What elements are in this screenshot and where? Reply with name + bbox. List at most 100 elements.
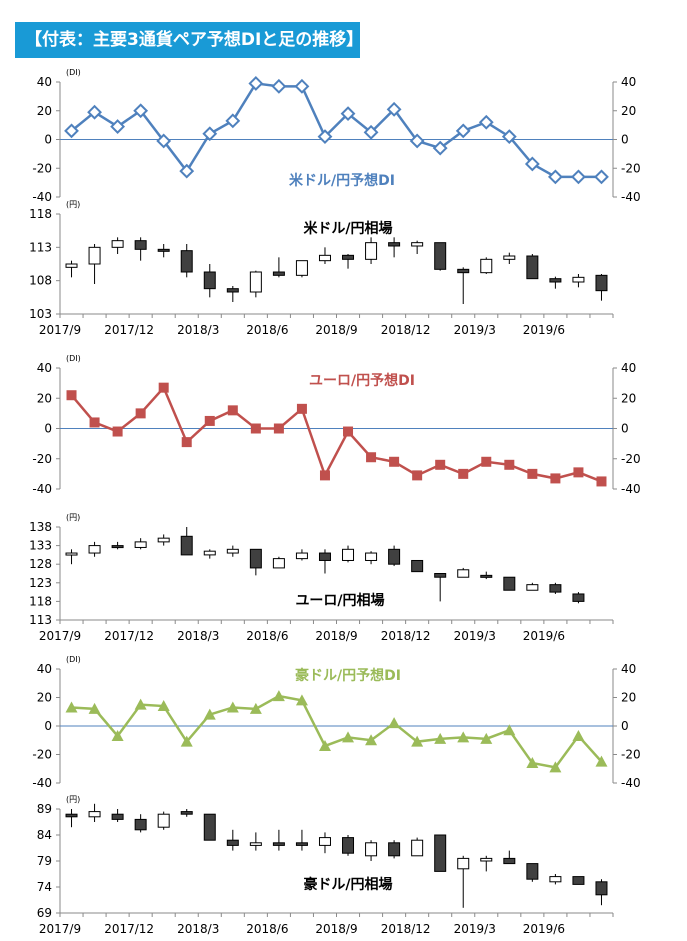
candle-body	[480, 258, 493, 274]
y-unit-label: (DI)	[66, 354, 81, 363]
candle-body	[572, 276, 585, 283]
y-tick-label-right: 40	[621, 361, 636, 375]
data-point	[366, 452, 377, 463]
candle-body	[595, 274, 608, 292]
candle-body	[503, 255, 516, 260]
x-tick-label: 2018/3	[177, 922, 219, 936]
candle-body	[388, 548, 401, 565]
chart-title: 豪ドル/円予想DI	[295, 667, 401, 684]
data-point	[204, 415, 215, 426]
x-tick-label: 2017/9	[39, 323, 81, 337]
x-tick-label: 2018/12	[381, 323, 431, 337]
y-tick-label-right: -40	[621, 776, 641, 790]
y-tick-label: 40	[37, 75, 52, 89]
data-point	[480, 732, 493, 744]
candle-body	[111, 813, 124, 820]
y-unit-label: (円)	[66, 795, 80, 804]
candle-body	[226, 548, 239, 554]
data-point	[89, 417, 100, 428]
data-point	[135, 408, 146, 419]
y-unit-label: (DI)	[66, 68, 81, 77]
y-tick-label: 84	[37, 828, 52, 842]
y-tick-label: 69	[37, 906, 52, 920]
data-point	[250, 423, 261, 434]
candle-body	[134, 818, 147, 831]
y-tick-label-right: -40	[621, 482, 641, 496]
candle-body	[572, 876, 585, 885]
y-unit-label: (DI)	[66, 655, 81, 664]
candle-body	[134, 541, 147, 548]
y-tick-label: 20	[37, 391, 52, 405]
candle-body	[249, 271, 262, 293]
data-point	[595, 755, 608, 767]
data-point	[432, 140, 448, 156]
candle-body	[549, 278, 562, 283]
candle-body	[365, 242, 378, 260]
data-point	[386, 101, 402, 117]
x-tick-label: 2019/3	[454, 629, 496, 643]
page-title: 【付表：主要3通貨ペア予想DIと足の推移】	[15, 22, 363, 58]
candle-body	[203, 271, 216, 290]
data-point	[203, 708, 216, 720]
data-point	[65, 701, 78, 713]
candle-body	[388, 842, 401, 857]
x-tick-label: 2017/12	[104, 922, 154, 936]
x-tick-label: 2018/6	[246, 323, 288, 337]
candle-body	[480, 574, 493, 578]
data-point	[64, 123, 79, 139]
data-point	[66, 390, 77, 401]
x-tick-label: 2017/9	[39, 922, 81, 936]
candle-body	[180, 811, 193, 815]
candle-body	[595, 881, 608, 896]
series-line	[71, 694, 603, 769]
candle-body	[203, 813, 216, 841]
data-point	[157, 700, 170, 712]
candle-body	[249, 548, 262, 569]
candle-body	[226, 288, 239, 293]
y-tick-label-right: 0	[621, 422, 629, 436]
y-tick-label: -20	[32, 748, 52, 762]
series-line	[70, 82, 602, 179]
data-point	[389, 456, 400, 467]
data-point	[227, 405, 238, 416]
y-tick-label: 74	[37, 880, 52, 894]
y-tick-label: 0	[44, 422, 52, 436]
candle-body	[318, 254, 331, 262]
x-tick-label: 2017/12	[104, 629, 154, 643]
x-tick-label: 2018/9	[315, 922, 357, 936]
data-point	[226, 701, 239, 713]
y-tick-label: 20	[37, 104, 52, 118]
data-point	[503, 724, 516, 736]
candle-body	[342, 548, 355, 561]
data-point	[180, 735, 193, 747]
data-point	[340, 106, 356, 122]
y-tick-label: -40	[32, 776, 52, 790]
candle-body	[526, 863, 539, 880]
candle-body	[65, 263, 78, 268]
candle-body	[572, 593, 585, 602]
candle-body	[457, 268, 470, 274]
data-point	[481, 456, 492, 467]
y-unit-label: (円)	[66, 200, 80, 209]
candle-body	[180, 250, 193, 273]
data-point	[181, 437, 192, 448]
data-point	[249, 702, 262, 714]
data-point	[455, 123, 471, 139]
data-point	[388, 717, 401, 729]
chart-title: ユーロ/円予想DI	[309, 372, 415, 389]
y-unit-label: (円)	[66, 513, 80, 522]
data-point	[158, 382, 169, 393]
x-tick-label: 2018/3	[177, 323, 219, 337]
data-point	[317, 129, 333, 145]
data-point	[87, 104, 102, 120]
data-point	[457, 731, 470, 743]
chart-title: 豪ドル/円相場	[303, 876, 392, 893]
data-point	[134, 698, 147, 710]
y-tick-label: 128	[29, 557, 52, 571]
y-tick-label: -40	[32, 190, 52, 204]
candle-body	[388, 242, 401, 247]
data-point	[318, 739, 331, 751]
data-point	[573, 467, 584, 478]
data-point	[547, 169, 563, 185]
candle-body	[249, 842, 262, 846]
